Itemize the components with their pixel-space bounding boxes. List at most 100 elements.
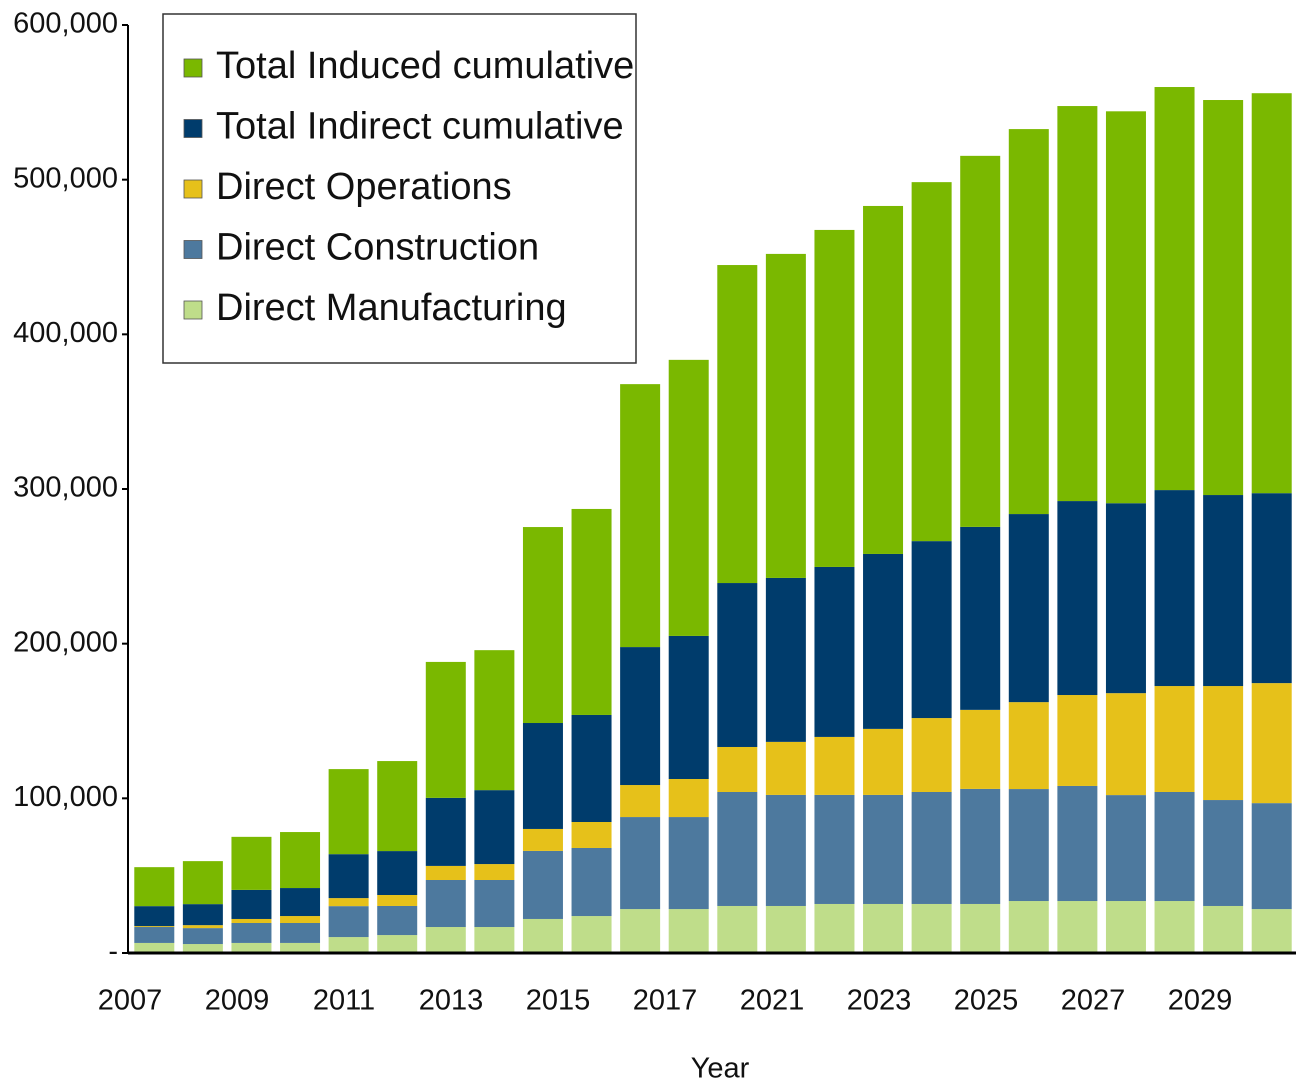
bar-segment	[1105, 795, 1146, 902]
bar-segment	[377, 935, 418, 953]
bar-segment	[231, 918, 272, 923]
bar-segment	[911, 541, 952, 719]
bar-segment	[231, 889, 272, 919]
bar-segment	[231, 836, 272, 890]
bar-segment	[668, 909, 709, 953]
bar-segment	[668, 817, 709, 910]
bar-segment	[668, 635, 709, 779]
bar-segment	[1057, 501, 1098, 696]
bar-segment	[863, 205, 904, 554]
bar-segment	[863, 728, 904, 795]
bar-segment	[1203, 100, 1244, 496]
x-tick-label: 2015	[526, 985, 591, 1017]
x-tick-label: 2025	[954, 985, 1019, 1017]
bar-segment	[620, 909, 661, 953]
bar-segment	[717, 583, 758, 747]
bar-segment	[182, 904, 223, 926]
bar-segment	[1154, 901, 1195, 953]
bar-segment	[814, 903, 855, 953]
bar-segment	[814, 794, 855, 904]
bar-segment	[328, 854, 369, 899]
bar-segment	[474, 879, 515, 928]
bar-segment	[960, 155, 1001, 527]
bar-segment	[328, 937, 369, 953]
bar-segment	[911, 903, 952, 953]
bar-segment	[231, 922, 272, 943]
bar-segment	[134, 926, 175, 928]
x-tick-label: 2017	[633, 985, 698, 1017]
bar-segment	[1154, 87, 1195, 491]
y-tick-label: 500,000	[13, 162, 118, 194]
bar-segment	[134, 867, 175, 907]
bar-segment	[134, 927, 175, 943]
bar-segment	[1008, 901, 1049, 953]
bar-segment	[1105, 111, 1146, 504]
bar-segment	[474, 864, 515, 880]
legend-label: Direct Manufacturing	[216, 287, 567, 329]
bar-segment	[571, 847, 612, 917]
bar-segment	[1057, 695, 1098, 786]
bar-segment	[425, 879, 466, 928]
bar-segment	[280, 922, 321, 943]
bar-segment	[863, 553, 904, 729]
bar-segment	[765, 741, 806, 795]
bar-segment	[911, 718, 952, 792]
legend-label: Direct Operations	[216, 166, 512, 208]
bar-segment	[1203, 686, 1244, 801]
bar-segment	[863, 794, 904, 904]
bar-segment	[814, 566, 855, 737]
legend-label: Direct Construction	[216, 227, 539, 269]
bar-segment	[571, 821, 612, 848]
x-tick-label: 2011	[313, 985, 375, 1017]
x-tick-label: 2027	[1061, 985, 1126, 1017]
bar-segment	[620, 785, 661, 818]
bar-segment	[425, 661, 466, 798]
y-tick-label: 300,000	[13, 472, 118, 504]
bar-segment	[280, 916, 321, 923]
bar-segment	[1203, 495, 1244, 687]
bar-segment	[717, 791, 758, 906]
x-tick-label: 2009	[205, 985, 270, 1017]
bar-segment	[425, 927, 466, 953]
bar-segment	[1105, 503, 1146, 694]
bar-segment	[620, 817, 661, 910]
x-tick-label: 2023	[847, 985, 912, 1017]
bar-segment	[425, 797, 466, 866]
bar-segment	[960, 709, 1001, 789]
bar-segment	[911, 791, 952, 904]
legend-label: Total Induced cumulative	[216, 45, 634, 87]
bar-segment	[765, 905, 806, 953]
bar-segment	[1251, 93, 1292, 494]
bar-segment	[231, 942, 272, 953]
legend-swatch	[183, 240, 203, 259]
bar-segment	[814, 229, 855, 567]
bar-segment	[571, 508, 612, 715]
bar-segment	[182, 944, 223, 953]
bar-segment	[377, 905, 418, 936]
bar-segment	[182, 925, 223, 929]
bar-segment	[522, 527, 563, 724]
bar-segment	[1154, 791, 1195, 902]
bar-segment	[1203, 800, 1244, 906]
bar-segment	[328, 906, 369, 938]
x-tick-label: 2013	[419, 985, 484, 1017]
bar-segment	[280, 832, 321, 889]
bar-segment	[522, 850, 563, 919]
bar-segment	[620, 384, 661, 648]
bar-segment	[814, 736, 855, 795]
bar-segment	[474, 650, 515, 791]
bar-segment	[474, 927, 515, 953]
bar-segment	[911, 182, 952, 542]
bar-segment	[960, 903, 1001, 953]
legend-swatch	[183, 58, 203, 78]
legend-box	[162, 13, 637, 364]
y-tick-label: 600,000	[13, 8, 118, 40]
y-tick-label: 100,000	[13, 781, 118, 813]
bar-segment	[1251, 683, 1292, 804]
bar-segment	[377, 761, 418, 852]
bar-segment	[1251, 909, 1292, 953]
bar-segment	[1057, 106, 1098, 502]
bar-segment	[571, 714, 612, 822]
bar-segment	[765, 253, 806, 578]
legend-swatch	[183, 179, 203, 199]
